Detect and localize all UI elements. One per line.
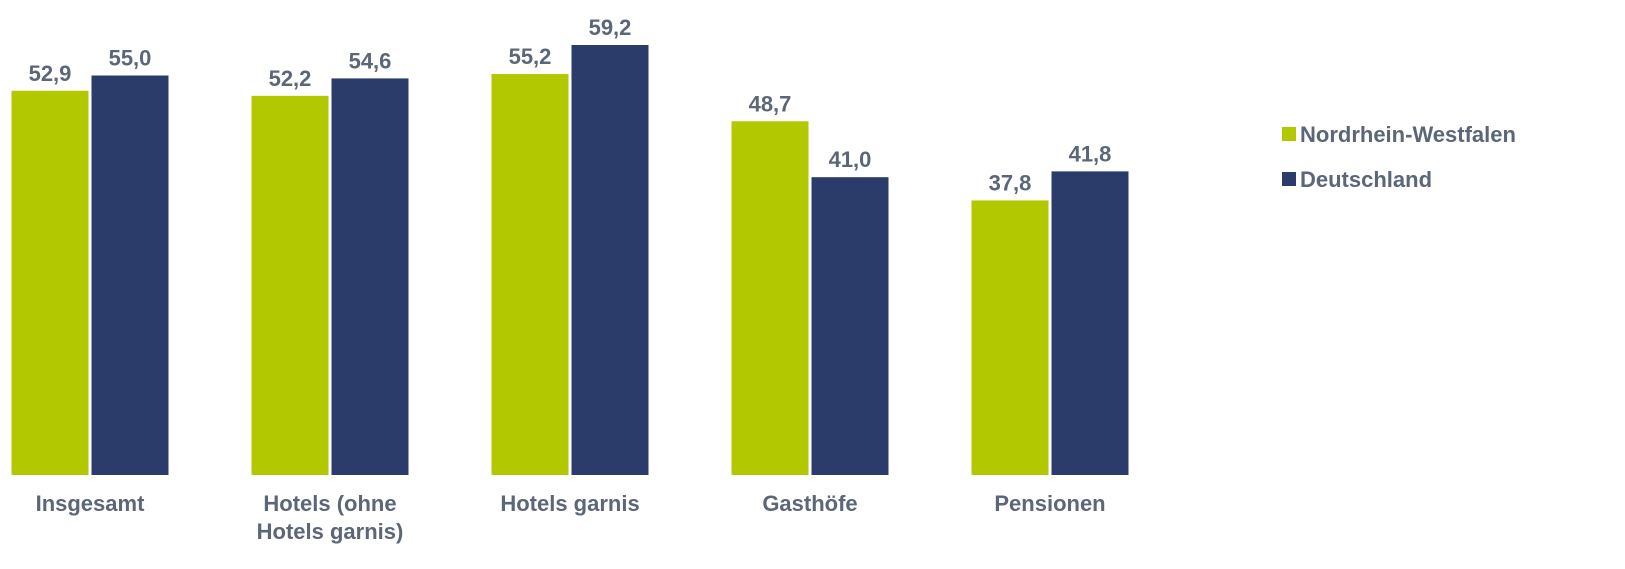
- bar: [331, 78, 409, 475]
- bar: [731, 121, 809, 475]
- value-label: 41,8: [1069, 141, 1112, 166]
- legend-swatch: [1282, 172, 1296, 186]
- legend-label: Deutschland: [1300, 167, 1432, 192]
- value-label: 37,8: [989, 170, 1032, 195]
- value-label: 52,9: [29, 61, 72, 86]
- bar: [811, 177, 889, 475]
- bar: [571, 45, 649, 475]
- x-tick-label: Hotels (ohne Hotels garnis): [256, 491, 404, 544]
- bar: [251, 95, 329, 475]
- x-tick-label: Pensionen: [994, 491, 1106, 516]
- value-label: 48,7: [749, 91, 792, 116]
- value-label: 55,0: [109, 46, 152, 71]
- x-tick-label: Hotels garnis: [500, 491, 640, 516]
- legend-label: Nordrhein-Westfalen: [1300, 122, 1516, 147]
- bar: [1051, 171, 1129, 475]
- value-label: 41,0: [829, 147, 872, 172]
- x-tick-label: Insgesamt: [35, 491, 145, 516]
- value-label: 59,2: [589, 15, 632, 40]
- bar: [91, 75, 169, 475]
- value-label: 54,6: [349, 48, 392, 73]
- bar: [11, 90, 89, 475]
- x-tick-label: Gasthöfe: [762, 491, 858, 516]
- value-label: 52,2: [269, 66, 312, 91]
- bar: [491, 74, 569, 476]
- bar: [971, 200, 1049, 475]
- legend-swatch: [1282, 127, 1296, 141]
- value-label: 55,2: [509, 44, 552, 69]
